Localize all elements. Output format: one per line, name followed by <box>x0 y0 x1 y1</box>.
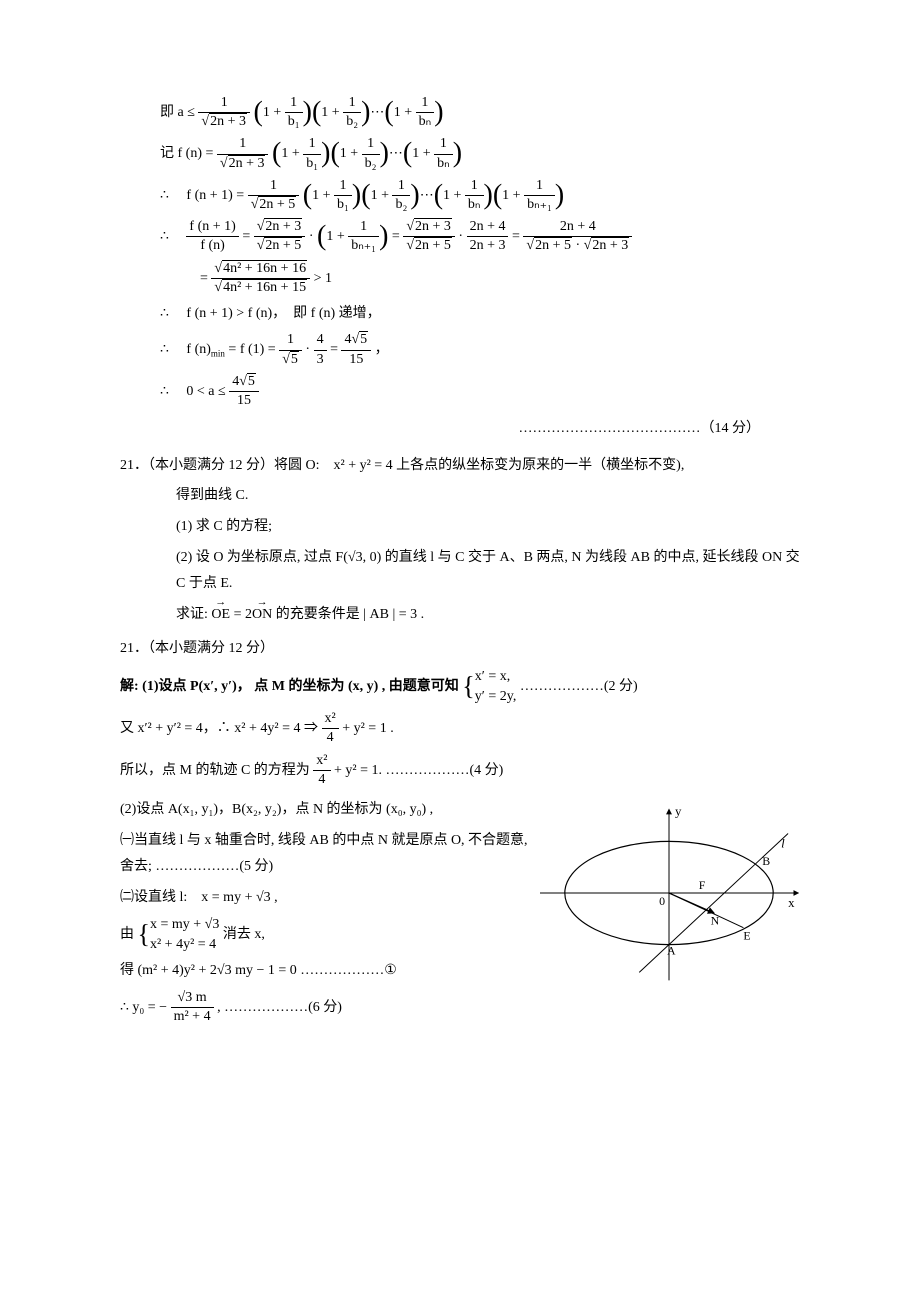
text: = f (1) = <box>228 342 279 357</box>
deriv-line-8: ∴ 0 < a ≤ 4515 <box>160 373 800 410</box>
sol-step8: 得 (m² + 4)y² + 2√3 my − 1 = 0 ………………① <box>120 958 530 985</box>
ellipse-diagram: y x 0 F N E A B l <box>540 803 800 983</box>
label-l: l <box>781 836 785 850</box>
text: ∴ f (n + 1) = <box>160 188 248 203</box>
label-y: y <box>675 805 682 819</box>
p21-l4: 求证: OE = 2ON 的充要条件是 | AB | = 3 . <box>120 602 800 629</box>
p21-l2: (1) 求 C 的方程; <box>120 514 800 541</box>
label-A: A <box>667 943 676 957</box>
p21-header: 21．（本小题满分 12 分）将圆 O: x² + y² = 4 上各点的纵坐标… <box>120 453 800 480</box>
sol-header: 21．（本小题满分 12 分） <box>120 636 800 663</box>
deriv-line-3: ∴ f (n + 1) = 12n + 5 (1 + 1b₁)(1 + 1b₂)… <box>160 177 800 214</box>
p21-l3: (2) 设 O 为坐标原点, 过点 F(√3, 0) 的直线 l 与 C 交于 … <box>120 545 800 598</box>
p21-l1: 得到曲线 C. <box>120 483 800 510</box>
label-E: E <box>743 929 750 943</box>
sol-step4: (2)设点 A(x₁, y₁)，B(x₂, y₂)，点 N 的坐标为 (x₀, … <box>120 797 530 824</box>
label-N: N <box>711 914 720 928</box>
sol-step1: 解: (1)设点 P(x′, y′)， 点 M 的坐标为 (x, y) , 由题… <box>120 667 800 706</box>
text: 即 a ≤ <box>160 105 198 120</box>
sol-step5: ㈠当直线 l 与 x 轴重合时, 线段 AB 的中点 N 就是原点 O, 不合题… <box>120 828 530 881</box>
deriv-line-1: 即 a ≤ 12n + 3 (1 + 1b₁)(1 + 1b₂)⋯(1 + 1b… <box>160 94 800 131</box>
sol-step6: ㈡设直线 l: x = my + √3 , <box>120 885 530 912</box>
label-B: B <box>762 854 770 868</box>
text: ∴ 0 < a ≤ <box>160 384 229 399</box>
label-O: 0 <box>659 894 665 908</box>
label-F: F <box>699 878 706 892</box>
sol-step2: 又 x′² + y′² = 4，∴ x² + 4y² = 4 ⇒ x²4 + y… <box>120 710 800 747</box>
text: ∴ f (n) <box>160 342 211 357</box>
text: 记 f (n) = <box>160 146 217 161</box>
seg-OE <box>669 893 743 928</box>
label-x: x <box>788 896 795 910</box>
deriv-line-2: 记 f (n) = 12n + 3 (1 + 1b₁)(1 + 1b₂)⋯(1 … <box>160 135 800 172</box>
sol-step3: 所以，点 M 的轨迹 C 的方程为 x²4 + y² = 1. ………………(4… <box>120 752 800 789</box>
text: ， <box>375 342 389 357</box>
sol-step7: 由 {x = my + √3x² + 4y² = 4 消去 x, <box>120 915 530 954</box>
deriv-line-4: ∴ f (n + 1)f (n) = 2n + 32n + 5 · (1 + 1… <box>160 218 800 255</box>
sol-step9: ∴ y₀ = − √3 mm² + 4 , ………………(6 分) <box>120 989 530 1026</box>
text: ∴ <box>160 229 183 244</box>
deriv-line-6: ∴ f (n + 1) > f (n)， 即 f (n) 递增， <box>160 301 800 328</box>
deriv-line-7: ∴ f (n)min = f (1) = 15 · 43 = 4515 ， <box>160 331 800 368</box>
score-14: …………………………………（14 分） <box>120 416 800 443</box>
text: 解: (1)设点 P(x′, y′)， 点 M 的坐标为 (x, y) , 由题… <box>120 679 459 694</box>
deriv-line-5: = 4n² + 16n + 164n² + 16n + 15 > 1 <box>200 260 800 297</box>
text: = <box>200 270 211 285</box>
text: > 1 <box>314 270 332 285</box>
score-2: ………………(2 分) <box>520 679 638 694</box>
